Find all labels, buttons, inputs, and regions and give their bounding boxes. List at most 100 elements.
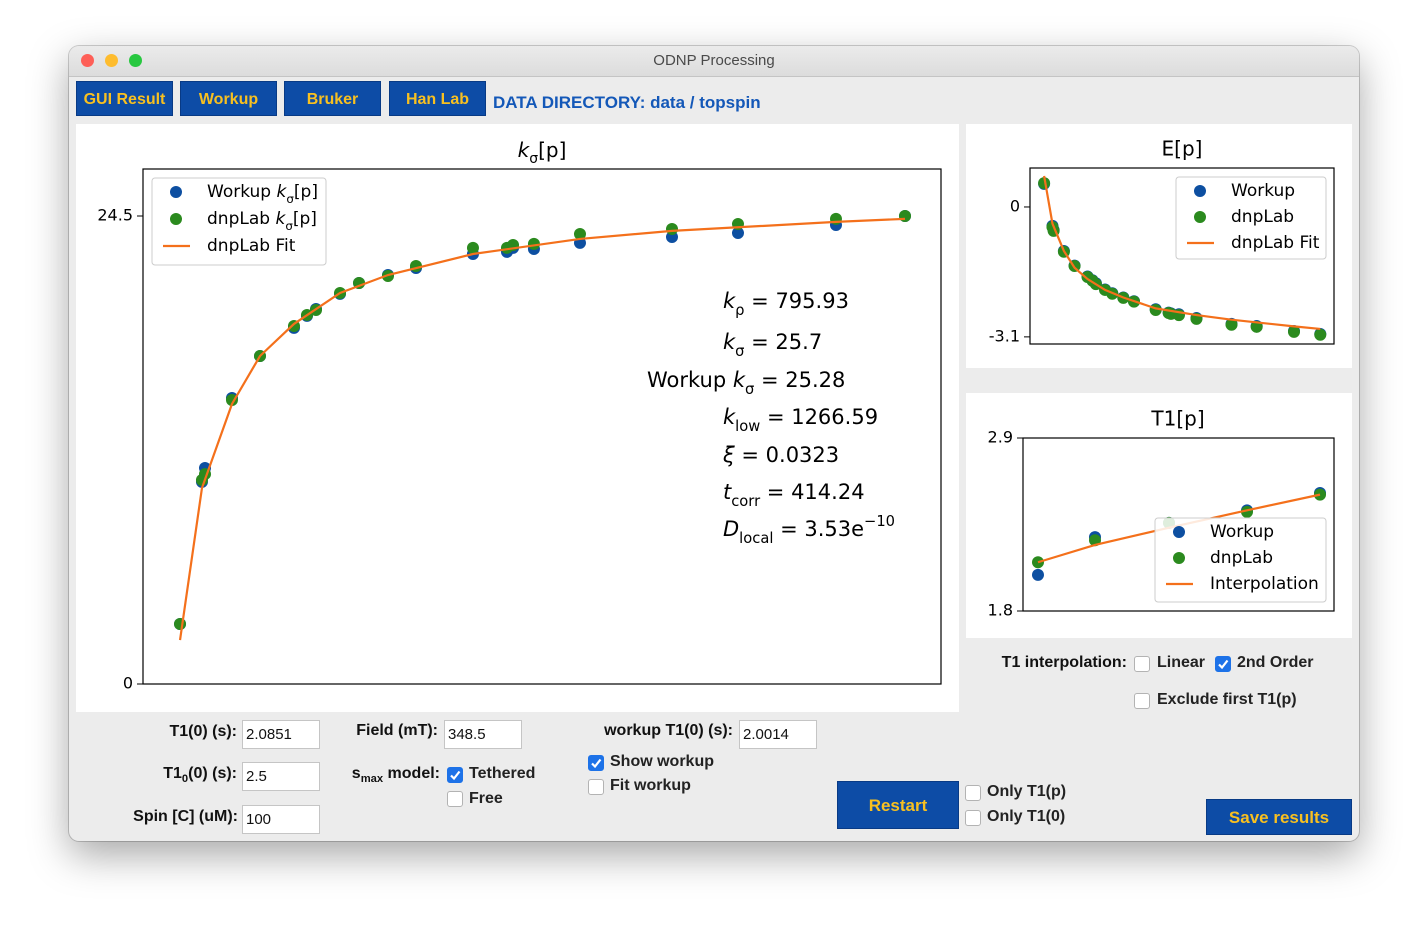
- data-point: [1287, 325, 1300, 338]
- legend-label: Workup: [1210, 522, 1274, 542]
- checkbox[interactable]: [588, 755, 604, 771]
- data-point: [731, 226, 744, 239]
- chart-title: kσ[p]: [518, 138, 567, 168]
- legend: Workup dnpLab dnpLab Fit: [1175, 176, 1327, 260]
- text-part: σ: [529, 151, 538, 167]
- minimize-button[interactable]: [105, 54, 118, 67]
- text-input[interactable]: 100: [242, 805, 320, 834]
- zoom-button[interactable]: [129, 54, 142, 67]
- fit-line: [1043, 175, 1321, 331]
- text-input[interactable]: 348.5: [444, 720, 522, 749]
- checkbox[interactable]: [588, 779, 604, 795]
- text-input[interactable]: 2.5: [242, 762, 320, 791]
- text-part: Workup: [647, 368, 733, 392]
- legend-marker: [1194, 211, 1206, 223]
- data-directory: DATA DIRECTORY: data / topspin: [493, 93, 761, 112]
- annotation: tcorr = 414.24: [723, 480, 865, 510]
- close-button[interactable]: [81, 54, 94, 67]
- save-button[interactable]: Save results: [1206, 799, 1352, 835]
- y-tick-label: 1.8: [988, 601, 1013, 620]
- checkbox-label: Only T1(p): [987, 783, 1067, 800]
- text-part: 0: [181, 773, 189, 786]
- text-part: T1: [163, 765, 182, 782]
- check-icon: [1218, 659, 1229, 670]
- axes-frame: [1022, 437, 1335, 612]
- annotation: ξ = 0.0323: [722, 443, 839, 467]
- text-part: local: [739, 530, 773, 547]
- legend-box: [1175, 176, 1327, 260]
- field-label: T1 interpolation:: [1001, 654, 1127, 671]
- check-icon: [591, 758, 602, 769]
- checkbox-label: Exclude first T1(p): [1157, 691, 1297, 708]
- text-part: = 25.7: [744, 330, 822, 354]
- text-part: [p]: [293, 209, 317, 229]
- checkbox[interactable]: [447, 791, 463, 807]
- title-bar: ODNP Processing: [69, 46, 1359, 77]
- annotation: Dlocal = 3.53e−10: [723, 513, 895, 547]
- legend-marker: [1173, 526, 1185, 538]
- restart-button[interactable]: Restart: [837, 781, 959, 829]
- checkbox-label: 2nd Order: [1237, 654, 1314, 671]
- checkbox[interactable]: [965, 785, 981, 801]
- text-part: σ: [745, 381, 754, 398]
- field-label: smax model:: [352, 765, 440, 785]
- field-label: T1(0) (s):: [169, 723, 237, 740]
- text-part: low: [735, 418, 760, 435]
- text-part: k: [723, 289, 736, 313]
- legend-label: Interpolation: [1210, 574, 1319, 594]
- text-part: [p]: [538, 138, 566, 162]
- y-tick-label: 24.5: [97, 205, 133, 224]
- tab-button[interactable]: Han Lab: [389, 81, 486, 116]
- checkbox-label: Only T1(0): [987, 808, 1066, 825]
- annotation: Workup kσ = 25.28: [647, 368, 845, 398]
- text-part: k: [518, 138, 531, 162]
- text-part: max: [360, 773, 384, 786]
- data-point: [174, 618, 187, 631]
- legend-label: dnpLab Fit: [207, 236, 296, 256]
- checkbox-label: Free: [469, 790, 503, 807]
- tab-button[interactable]: GUI Result: [76, 81, 173, 116]
- tab-button[interactable]: Workup: [180, 81, 277, 116]
- axes-frame: [1029, 167, 1335, 345]
- text-input[interactable]: 2.0851: [242, 720, 320, 749]
- checkbox-label: Tethered: [469, 765, 536, 782]
- text-part: model:: [383, 765, 440, 782]
- checkbox[interactable]: [1215, 656, 1231, 672]
- data-point: [573, 227, 586, 240]
- check-icon: [450, 770, 461, 781]
- data-point: [1225, 318, 1238, 331]
- axes-frame: [142, 168, 942, 685]
- legend-box: [1154, 517, 1327, 603]
- tab-button[interactable]: Bruker: [284, 81, 381, 116]
- y-tick-label: -3.1: [989, 326, 1020, 345]
- data-point: [1314, 328, 1327, 341]
- text-part: k: [277, 182, 288, 202]
- legend-marker: [1173, 552, 1185, 564]
- text-part: [p]: [294, 182, 318, 202]
- text-part: = 0.0323: [735, 443, 839, 467]
- field-label: T10(0) (s):: [163, 765, 237, 785]
- checkbox[interactable]: [447, 767, 463, 783]
- checkbox-label: Linear: [1157, 654, 1206, 671]
- checkbox-label: Show workup: [610, 753, 714, 770]
- checkbox[interactable]: [1134, 656, 1150, 672]
- text-part: −10: [864, 513, 895, 530]
- text-part: = 25.28: [754, 368, 845, 392]
- y-tick-label: 2.9: [988, 428, 1013, 447]
- checkbox[interactable]: [1134, 693, 1150, 709]
- legend: Workup kσ[p]dnpLab kσ[p]dnpLab Fit: [151, 177, 327, 266]
- text-part: D: [723, 517, 739, 541]
- text-part: dnpLab: [207, 209, 275, 229]
- text-part: σ: [285, 219, 293, 233]
- data-point: [1038, 177, 1051, 190]
- y-tick-label: 0: [1010, 196, 1020, 215]
- text-part: σ: [286, 192, 294, 206]
- window-title: ODNP Processing: [653, 52, 775, 69]
- chart-title: T1[p]: [1150, 407, 1204, 431]
- text-part: corr: [731, 493, 761, 510]
- checkbox[interactable]: [965, 810, 981, 826]
- text-input[interactable]: 2.0014: [739, 720, 817, 749]
- text-part: = 3.53e: [773, 517, 864, 541]
